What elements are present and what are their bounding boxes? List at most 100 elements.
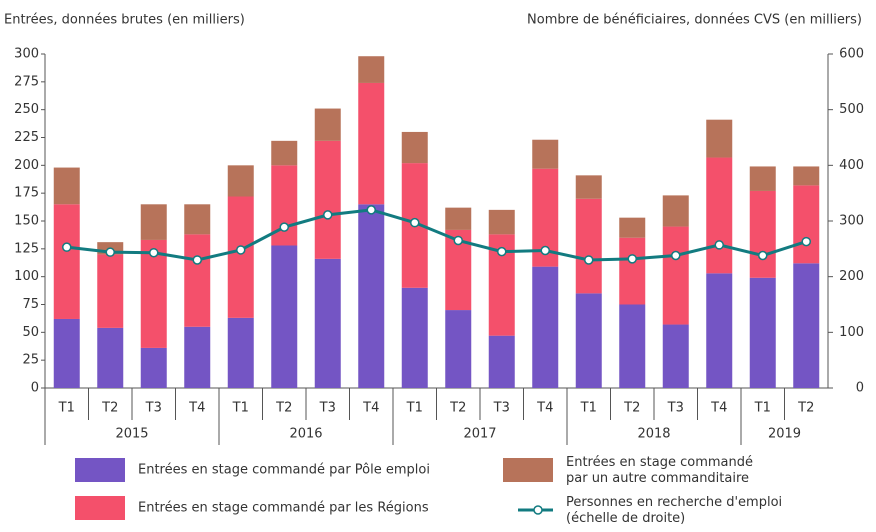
bar: [358, 204, 385, 388]
legend-swatch-marker: [533, 505, 543, 515]
bar: [53, 167, 80, 205]
x-tick-label: T3: [145, 401, 162, 416]
bar: [271, 245, 298, 388]
legend-label: Personnes en recherche d'emploi (échelle …: [566, 495, 782, 526]
line-marker: [192, 255, 202, 265]
bar: [53, 204, 80, 319]
x-tick-label: T1: [58, 401, 75, 416]
y-tick-label: 200: [14, 158, 39, 173]
line-marker: [627, 254, 637, 264]
x-tick-label: T1: [232, 401, 249, 416]
bar: [619, 237, 646, 305]
x-tick-label: T1: [754, 401, 771, 416]
bar: [140, 239, 167, 348]
x-tick-label: T4: [536, 401, 553, 416]
bar: [532, 139, 559, 169]
y-tick-label: 150: [14, 214, 39, 229]
x-tick-label: T2: [797, 401, 814, 416]
bar: [97, 327, 124, 388]
x-tick-label: T2: [101, 401, 118, 416]
x-tick-label: T4: [188, 401, 205, 416]
line-marker: [671, 250, 681, 261]
x-tick-label: T2: [623, 401, 640, 416]
line-marker: [453, 235, 463, 246]
x-group-label: 2019: [768, 427, 801, 442]
x-tick-label: T3: [667, 401, 684, 416]
bar: [662, 324, 689, 388]
bar: [575, 198, 602, 294]
line-marker: [62, 242, 72, 252]
y-tick-label: 0: [31, 381, 39, 396]
bar: [97, 254, 124, 328]
legend-swatch: [75, 458, 125, 482]
x-tick-label: T4: [710, 401, 727, 416]
bar: [575, 293, 602, 388]
y-tick-label: 175: [14, 186, 39, 201]
bar: [184, 204, 211, 235]
y2-tick-label: 300: [839, 214, 864, 229]
bar: [532, 266, 559, 388]
bar: [271, 140, 298, 166]
bar: [184, 234, 211, 327]
bar: [227, 317, 254, 388]
bar: [314, 140, 341, 259]
legend-label: Entrées en stage commandé par Pôle emplo…: [138, 463, 430, 478]
bar: [706, 273, 733, 388]
bar: [227, 196, 254, 318]
y-axis-label: Entrées, données brutes (en milliers): [4, 13, 245, 28]
y-tick-label: 25: [22, 353, 39, 368]
y2-axis-label: Nombre de bénéficiaires, données CVS (en…: [527, 13, 862, 28]
bar: [749, 277, 776, 388]
line-marker: [149, 247, 159, 258]
x-group-label: 2016: [289, 427, 322, 442]
line-marker: [801, 236, 811, 247]
y2-tick-label: 200: [839, 269, 864, 284]
bar: [706, 157, 733, 274]
line-marker: [584, 255, 594, 265]
line-marker: [366, 205, 376, 215]
bar: [575, 175, 602, 199]
x-tick-label: T1: [406, 401, 423, 416]
x-group-label: 2017: [463, 427, 496, 442]
legend-label: Entrées en stage commandé par un autre co…: [566, 455, 753, 486]
y2-tick-label: 0: [856, 381, 864, 396]
bar: [445, 207, 472, 230]
bar: [793, 185, 820, 264]
line: [66, 208, 807, 262]
y-tick-label: 225: [14, 130, 39, 145]
legend-label: Entrées en stage commandé par les Région…: [138, 501, 429, 516]
bar: [445, 310, 472, 388]
bar: [358, 82, 385, 205]
legend-swatch: [503, 458, 553, 482]
bar: [140, 347, 167, 388]
y-tick-label: 125: [14, 241, 39, 256]
bar: [662, 195, 689, 227]
line-marker: [236, 245, 246, 255]
y2-tick-label: 100: [839, 325, 864, 340]
y-tick-label: 50: [22, 325, 39, 340]
bar: [619, 217, 646, 238]
y-tick-label: 75: [22, 297, 39, 312]
y-tick-label: 250: [14, 102, 39, 117]
x-tick-label: T1: [580, 401, 597, 416]
x-tick-label: T2: [275, 401, 292, 416]
bar: [793, 166, 820, 186]
bar: [227, 165, 254, 197]
bar: [488, 209, 515, 235]
x-group-label: 2015: [115, 427, 148, 442]
y2-tick-label: 600: [839, 47, 864, 62]
x-tick-label: T3: [319, 401, 336, 416]
bar: [662, 226, 689, 325]
bar: [184, 326, 211, 388]
line-marker: [758, 250, 768, 261]
x-tick-label: T3: [493, 401, 510, 416]
bar: [358, 56, 385, 83]
bar: [314, 258, 341, 388]
line-marker: [105, 247, 115, 257]
bar: [749, 166, 776, 191]
x-tick-label: T4: [362, 401, 379, 416]
line-marker: [497, 246, 507, 257]
bar: [401, 287, 428, 388]
bar: [706, 119, 733, 158]
